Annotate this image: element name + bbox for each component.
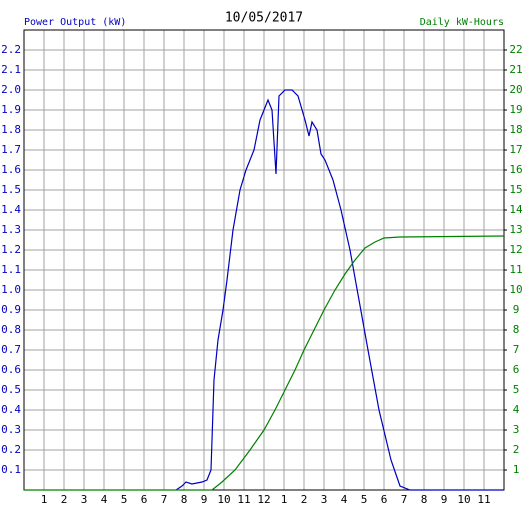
- y2-tick-label: 4: [513, 403, 520, 416]
- y2-tick-label: 16: [509, 163, 522, 176]
- x-tick-label: 3: [321, 493, 328, 506]
- x-tick-label: 10: [457, 493, 470, 506]
- y2-tick-label: 11: [509, 263, 522, 276]
- y2-tick-label: 8: [513, 323, 520, 336]
- y2-tick-label: 17: [509, 143, 522, 156]
- y2-tick-label: 19: [509, 103, 522, 116]
- x-tick-label: 1: [281, 493, 288, 506]
- x-tick-label: 12: [257, 493, 270, 506]
- y-tick-label: 1.1: [1, 263, 21, 276]
- y-tick-label: 0.8: [1, 323, 21, 336]
- y-tick-label: 1.9: [1, 103, 21, 116]
- y-tick-label: 0.9: [1, 303, 21, 316]
- y2-tick-label: 10: [509, 283, 522, 296]
- y2-tick-label: 7: [513, 343, 520, 356]
- y2-axis-label: Daily kW-Hours: [420, 17, 504, 28]
- y2-tick-label: 5: [513, 383, 520, 396]
- x-tick-label: 5: [361, 493, 368, 506]
- x-tick-label: 2: [301, 493, 308, 506]
- y2-tick-label: 14: [509, 203, 523, 216]
- chart-title: 10/05/2017: [225, 11, 303, 26]
- y2-tick-label: 18: [509, 123, 522, 136]
- y-tick-label: 1.2: [1, 243, 21, 256]
- y-tick-label: 0.7: [1, 343, 21, 356]
- x-tick-label: 6: [141, 493, 148, 506]
- series-line: [175, 89, 504, 491]
- x-tick-label: 7: [161, 493, 168, 506]
- y-tick-label: 0.3: [1, 423, 21, 436]
- x-tick-label: 11: [477, 493, 490, 506]
- x-tick-label: 4: [101, 493, 108, 506]
- y-tick-label: 2.2: [1, 43, 21, 56]
- y-tick-label: 0.2: [1, 443, 21, 456]
- x-tick-label: 11: [237, 493, 250, 506]
- plot-frame: [23, 29, 505, 491]
- x-tick-label: 10: [217, 493, 230, 506]
- y2-tick-label: 1: [513, 463, 520, 476]
- y-tick-label: 1.0: [1, 283, 21, 296]
- x-tick-label: 6: [381, 493, 388, 506]
- y2-tick-label: 6: [513, 363, 520, 376]
- y-tick-label: 1.5: [1, 183, 21, 196]
- x-tick-label: 2: [61, 493, 68, 506]
- y-tick-label: 0.1: [1, 463, 21, 476]
- y-tick-label: 0.6: [1, 363, 21, 376]
- y-tick-label: 2.0: [1, 83, 21, 96]
- x-tick-label: 5: [121, 493, 128, 506]
- x-tick-label: 9: [201, 493, 208, 506]
- y2-tick-label: 3: [513, 423, 520, 436]
- x-tick-label: 3: [81, 493, 88, 506]
- x-tick-label: 8: [421, 493, 428, 506]
- series-line: [24, 235, 505, 491]
- y-tick-label: 1.6: [1, 163, 21, 176]
- y-tick-label: 2.1: [1, 63, 21, 76]
- y2-tick-label: 9: [513, 303, 520, 316]
- y-tick-label: 1.4: [1, 203, 21, 216]
- y2-tick-label: 12: [509, 243, 522, 256]
- y-axis-label: Power Output (kW): [24, 17, 126, 28]
- x-tick-label: 4: [341, 493, 348, 506]
- y-tick-label: 0.5: [1, 383, 21, 396]
- y2-tick-label: 13: [509, 223, 522, 236]
- y2-tick-label: 20: [509, 83, 522, 96]
- y2-tick-label: 2: [513, 443, 520, 456]
- x-tick-label: 1: [41, 493, 48, 506]
- y-tick-label: 1.3: [1, 223, 21, 236]
- y-tick-label: 1.7: [1, 143, 21, 156]
- x-tick-label: 7: [401, 493, 408, 506]
- y2-tick-label: 15: [509, 183, 522, 196]
- x-tick-label: 9: [441, 493, 448, 506]
- y2-tick-label: 22: [509, 43, 522, 56]
- y2-tick-label: 21: [509, 63, 522, 76]
- y-tick-label: 1.8: [1, 123, 21, 136]
- y-tick-label: 0.4: [1, 403, 21, 416]
- x-tick-label: 8: [181, 493, 188, 506]
